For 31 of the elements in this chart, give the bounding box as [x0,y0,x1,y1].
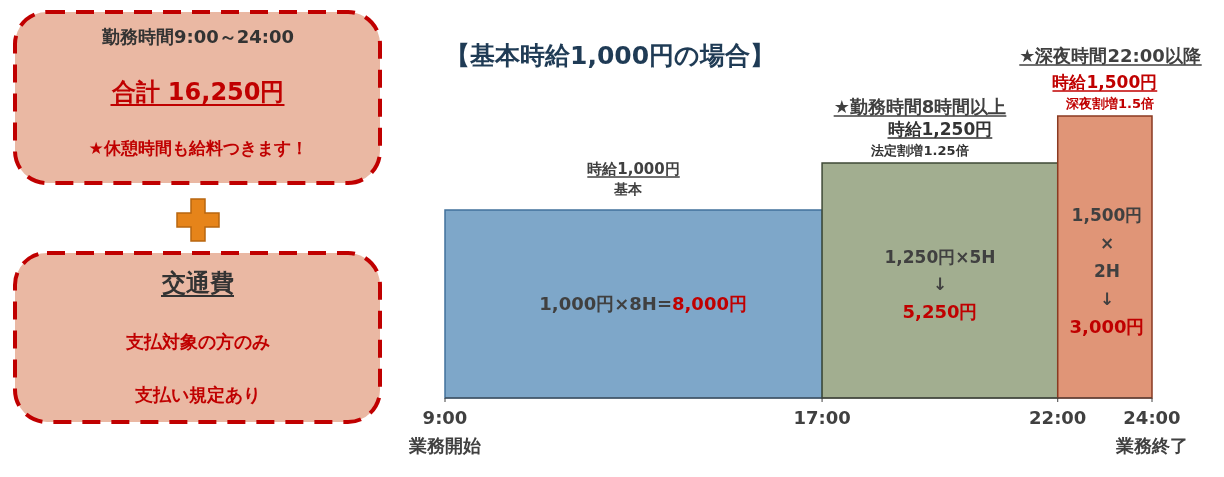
x-tick-label: 17:00 [793,407,851,428]
annotation: 2H [1093,261,1121,281]
annotation: ↓ [932,274,948,294]
annotation: 基本 [613,181,643,197]
text: 勤務時間9:00～24:00 [100,26,295,47]
text: 合計 16,250円 [110,78,285,106]
text: 業務開始 [408,435,482,456]
annotation: × [1099,233,1115,253]
annotation: ★勤務時間8時間以上 [833,96,1007,117]
data-label: 時給1,500円 [1052,72,1158,92]
annotation: 1,250円×5H [884,247,996,267]
text: ★深夜時間22:00以降 [1019,45,1202,66]
annotation: 3,000円 [1069,316,1145,337]
x-tick-label: 24:00 [1123,407,1181,428]
chart-title: 【基本時給1,000円の場合】 [445,41,776,70]
x-tick-label: 22:00 [1029,407,1087,428]
x-tick-label: 9:00 [422,407,468,428]
data-label: 時給1,250円 [887,119,993,139]
annotation: 5,250円 [902,301,978,322]
text: 業務終了 [1115,435,1188,456]
text: ★休憩時間も給料つきます！ [88,138,308,158]
annotation: 1,000円×8H= [539,293,672,314]
annotation: ↓ [1099,289,1115,309]
annotation: 法定割増1.25倍 [870,143,969,158]
annotation: 8,000円 [672,293,747,314]
text: 支払い規定あり [134,384,261,405]
text: 交通費 [161,269,234,297]
annotation: 1,500円 [1071,205,1143,225]
data-label: 時給1,000円 [587,160,680,178]
text: 支払対象の方のみ [125,331,270,352]
text: 深夜割増1.5倍 [1064,96,1155,111]
